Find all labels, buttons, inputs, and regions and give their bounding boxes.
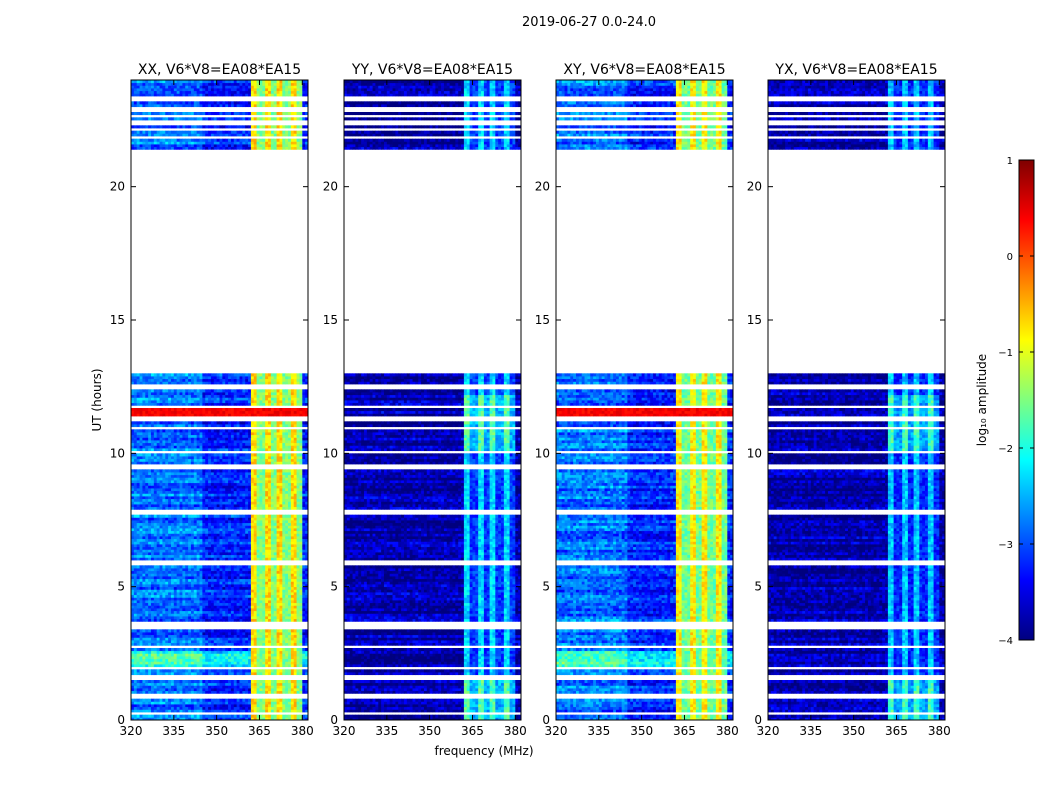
panel-4-waterfall [768, 80, 945, 720]
x-tick-label: 335 [799, 724, 822, 738]
y-tick-label: 15 [747, 313, 762, 327]
x-tick-label: 320 [120, 724, 143, 738]
x-tick-label: 365 [673, 724, 696, 738]
panel-1-title: XX, V6*V8=EA08*EA15 [138, 62, 301, 78]
figure-title: 2019-06-27 0.0-24.0 [522, 15, 656, 30]
y-tick-label: 5 [754, 580, 762, 594]
x-tick-label: 365 [461, 724, 484, 738]
y-tick-label: 10 [747, 446, 762, 460]
x-tick-label: 320 [545, 724, 568, 738]
y-tick-label: 5 [542, 580, 550, 594]
panel-1-frame [130, 79, 309, 721]
panels-group: XX, V6*V8=EA08*EA15 320 335 350 365 380 0 5 10 15… [110, 62, 951, 738]
panel-2: YY, V6*V8=EA08*EA15 320 335 350 365 380 0 5 10 15… [323, 62, 527, 738]
colorbar-tick-label: −3 [998, 540, 1013, 551]
y-tick-label: 10 [110, 446, 125, 460]
colorbar-tick-label: −2 [998, 444, 1013, 455]
y-tick-label: 15 [110, 313, 125, 327]
colorbar-tick-label: 1 [1007, 156, 1013, 167]
y-tick-label: 20 [747, 180, 762, 194]
panel-2-title: YY, V6*V8=EA08*EA15 [351, 62, 513, 78]
panel-3: XY, V6*V8=EA08*EA15 320 335 350 365 380 0 5 10 15… [535, 62, 739, 738]
y-tick-label: 20 [535, 180, 550, 194]
x-tick-label: 380 [928, 724, 951, 738]
x-tick-label: 335 [375, 724, 398, 738]
panel-3-frame [555, 79, 734, 721]
y-tick-label: 15 [323, 313, 338, 327]
y-tick-label: 20 [110, 180, 125, 194]
y-tick-label: 0 [330, 713, 338, 727]
y-tick-label: 20 [323, 180, 338, 194]
y-tick-label: 5 [330, 580, 338, 594]
x-tick-label: 365 [885, 724, 908, 738]
colorbar-tick-label: 0 [1007, 252, 1013, 263]
x-axis-label: frequency (MHz) [434, 744, 533, 758]
y-tick-label: 15 [535, 313, 550, 327]
panel-2-frame [343, 79, 522, 721]
colorbar-tick-label: −4 [998, 636, 1013, 647]
panel-4-frame [767, 79, 946, 721]
panel-2-waterfall [344, 80, 521, 720]
x-tick-label: 350 [842, 724, 865, 738]
colorbar-label: log₁₀ amplitude [975, 354, 989, 446]
y-tick-label: 0 [542, 713, 550, 727]
y-tick-label: 0 [117, 713, 125, 727]
y-tick-label: 5 [117, 580, 125, 594]
panel-1: XX, V6*V8=EA08*EA15 320 335 350 365 380 0 5 10 15… [110, 62, 314, 738]
x-tick-label: 350 [630, 724, 653, 738]
x-tick-label: 365 [248, 724, 271, 738]
x-tick-label: 320 [333, 724, 356, 738]
colorbar-tick-label: −1 [998, 348, 1013, 359]
x-tick-label: 350 [418, 724, 441, 738]
x-tick-label: 380 [716, 724, 739, 738]
x-tick-label: 335 [162, 724, 185, 738]
panel-4: YX, V6*V8=EA08*EA15 320 335 350 365 380 0 5 10 15… [747, 62, 951, 738]
panel-3-title: XY, V6*V8=EA08*EA15 [563, 62, 725, 78]
y-axis-label: UT (hours) [90, 368, 104, 431]
x-tick-label: 380 [291, 724, 314, 738]
x-tick-label: 335 [587, 724, 610, 738]
x-tick-label: 380 [504, 724, 527, 738]
y-tick-label: 0 [754, 713, 762, 727]
panel-4-title: YX, V6*V8=EA08*EA15 [774, 62, 937, 78]
y-tick-label: 10 [323, 446, 338, 460]
x-tick-label: 350 [205, 724, 228, 738]
x-tick-label: 320 [757, 724, 780, 738]
panel-1-waterfall [131, 80, 308, 720]
colorbar: 1 0 −1 −2 −3 −4 [998, 156, 1035, 647]
y-tick-label: 10 [535, 446, 550, 460]
colorbar-gradient [1018, 159, 1035, 641]
panel-3-waterfall [556, 80, 733, 720]
